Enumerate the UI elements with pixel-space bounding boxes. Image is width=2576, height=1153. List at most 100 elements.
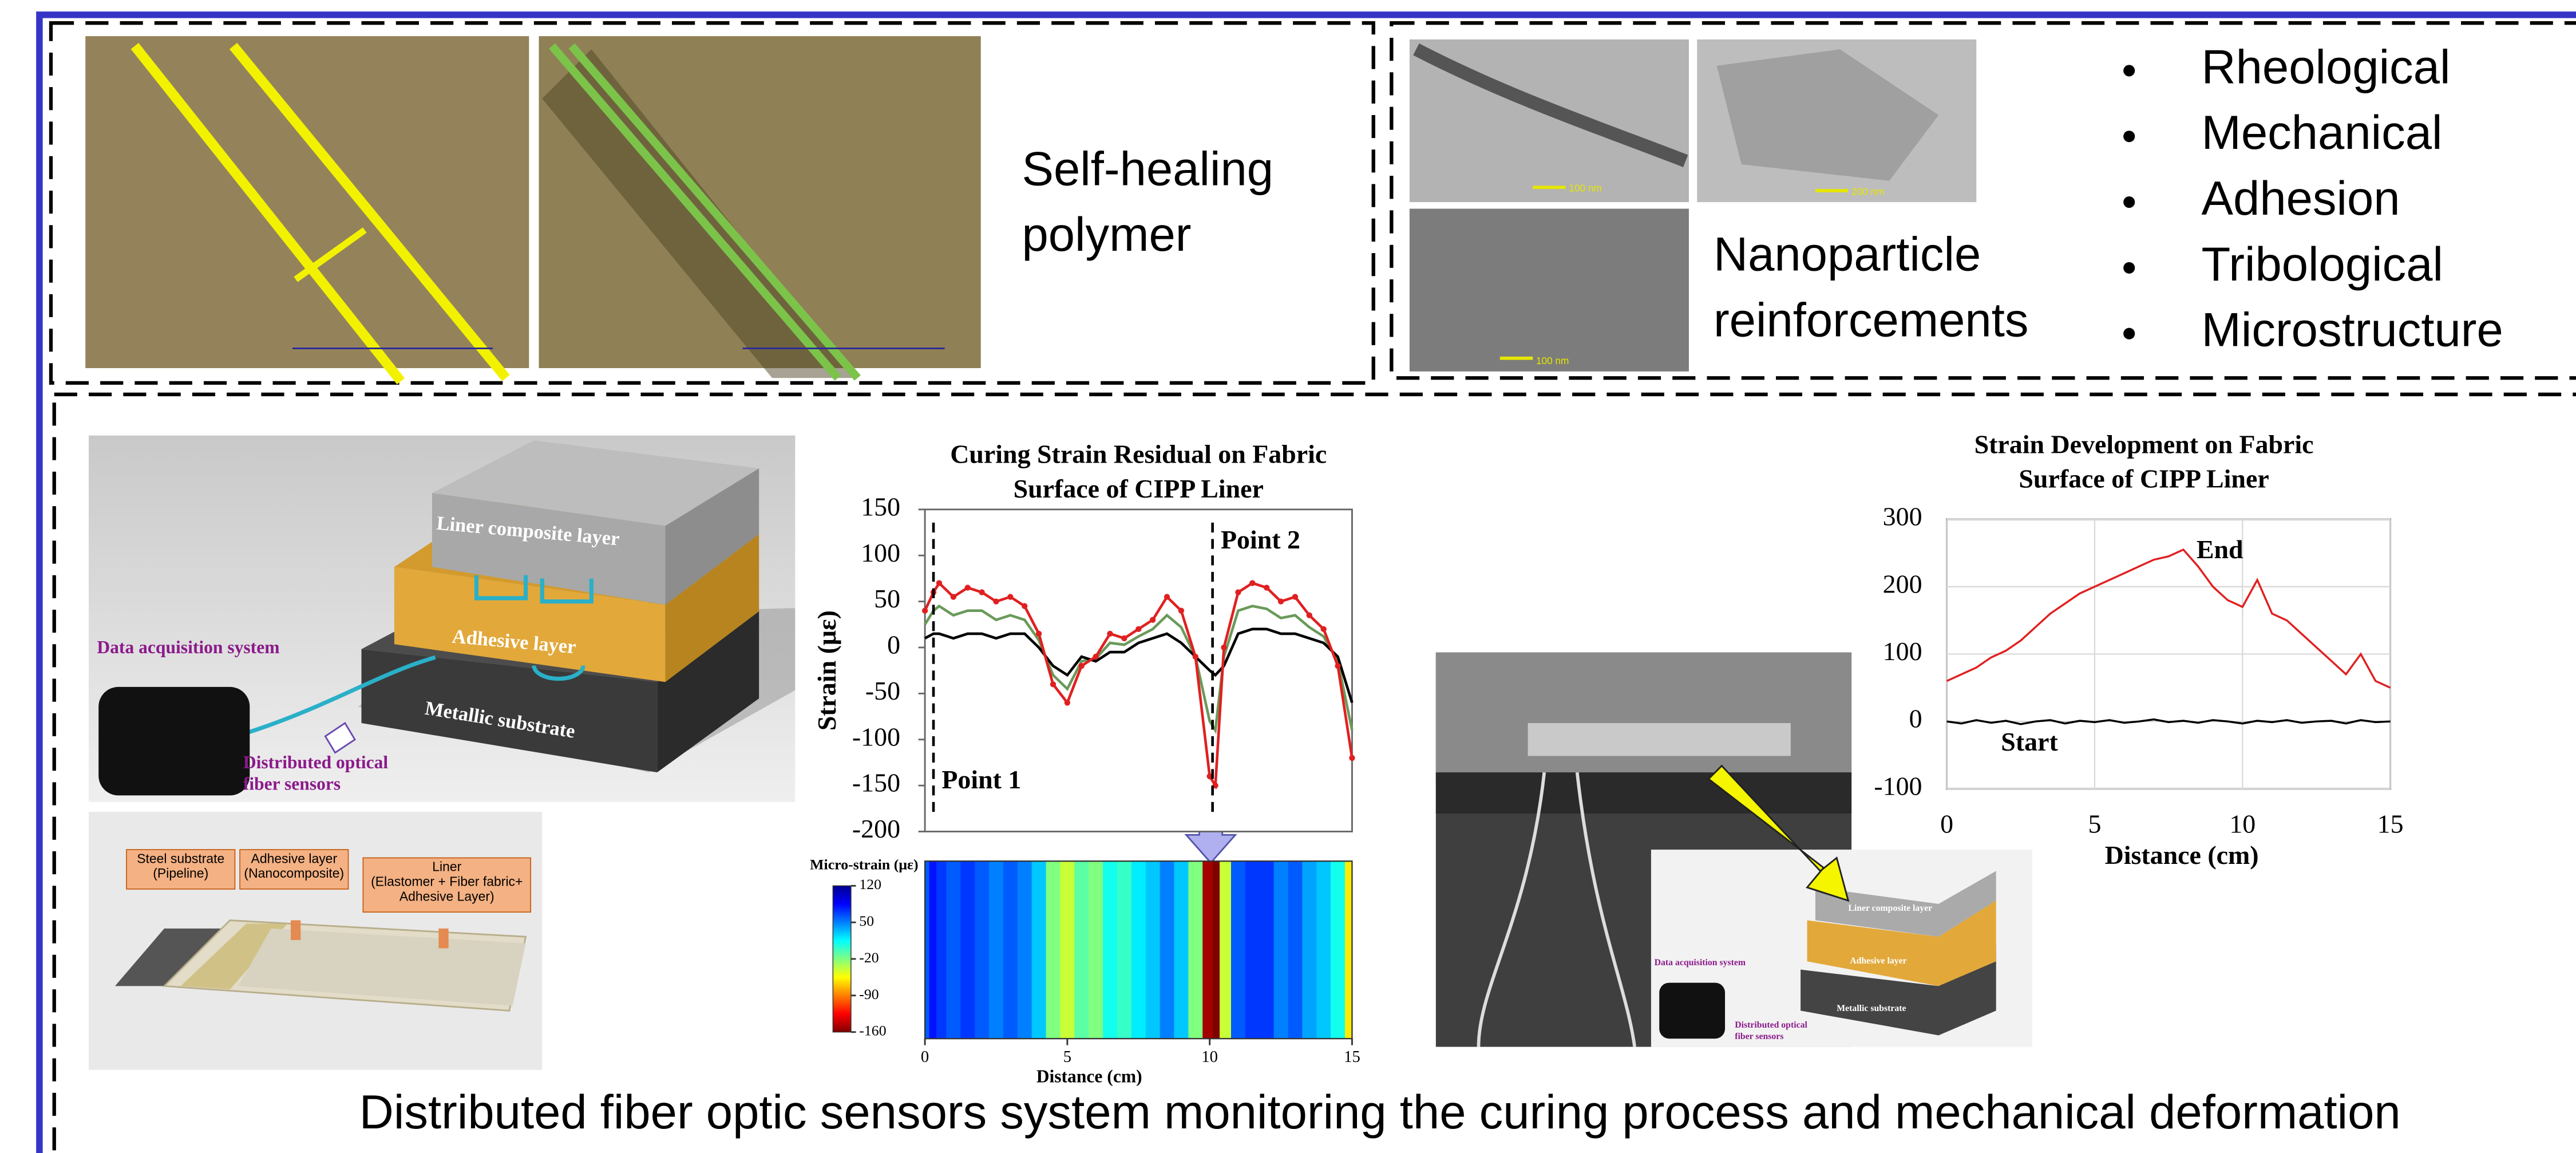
annotation: End xyxy=(2197,535,2243,564)
schematic-label: Distributed optical xyxy=(1735,1020,1807,1030)
schematic-label: Data acquisition system xyxy=(1655,958,1746,968)
chart-title: Surface of CIPP Liner xyxy=(2019,464,2269,493)
x-tick-label: 5 xyxy=(1063,1048,1071,1066)
heat-strip xyxy=(1302,861,1317,1039)
heat-strip xyxy=(925,861,929,1039)
chart-title: Strain Development on Fabric xyxy=(1974,429,2314,459)
colorbar-tick-label: -90 xyxy=(859,986,879,1002)
colorbar xyxy=(833,886,851,1032)
point xyxy=(1121,635,1127,641)
point xyxy=(965,585,971,590)
point xyxy=(1093,654,1098,660)
colorbar-tick-label: -20 xyxy=(859,949,879,966)
bullet xyxy=(2123,328,2135,339)
heat-strip xyxy=(1060,861,1075,1039)
point xyxy=(1150,617,1156,623)
heat-strip xyxy=(1074,861,1089,1039)
heat-strip xyxy=(929,861,937,1039)
point xyxy=(936,580,942,586)
colorbar-tick-label: 50 xyxy=(859,913,874,929)
photo-label: (Nanocomposite) xyxy=(244,866,344,880)
y-tick-label: 100 xyxy=(861,538,900,567)
x-tick-label: 15 xyxy=(1344,1048,1360,1066)
point xyxy=(922,608,928,614)
heat-strip xyxy=(1046,861,1061,1039)
point xyxy=(1321,626,1327,632)
heat-strip xyxy=(1032,861,1047,1039)
point xyxy=(1065,700,1070,705)
property: Tribological xyxy=(2202,238,2444,291)
point xyxy=(1292,594,1298,599)
property: Rheological xyxy=(2202,40,2451,93)
point xyxy=(1036,631,1042,637)
point xyxy=(1135,626,1141,632)
point xyxy=(1193,654,1198,660)
heat-strip xyxy=(1331,861,1346,1039)
heat-strip xyxy=(1213,861,1220,1039)
heat-strip xyxy=(1231,861,1246,1039)
heat-strip xyxy=(946,861,961,1039)
heat-strip xyxy=(1316,861,1331,1039)
y-tick-label: 0 xyxy=(1909,704,1922,733)
heat-strip xyxy=(975,861,990,1039)
point xyxy=(1164,594,1170,599)
bullet xyxy=(2123,262,2135,274)
photo-label: Steel substrate xyxy=(137,851,224,866)
point xyxy=(1235,589,1241,595)
photo-label: Adhesive layer xyxy=(251,851,338,866)
schematic-label: Distributed optical xyxy=(243,752,389,772)
bullet xyxy=(2123,131,2135,142)
scale-bar-label: 100 nm xyxy=(1536,355,1569,366)
y-tick-label: -100 xyxy=(1874,771,1922,800)
photo-label: (Pipeline) xyxy=(153,866,208,880)
property: Mechanical xyxy=(2202,106,2443,159)
photo-label: (Elastomer + Fiber fabric+ xyxy=(371,874,523,889)
panel-label: Self-healing xyxy=(1022,142,1273,195)
heat-strip xyxy=(989,861,1004,1039)
scale-bar-label: 100 nm xyxy=(1569,183,1601,194)
x-tick-label: 10 xyxy=(1201,1048,1218,1066)
annotation: Point 2 xyxy=(1221,525,1300,554)
annotation: Point 1 xyxy=(941,765,1021,794)
heat-strip xyxy=(1202,861,1213,1039)
bullet xyxy=(2123,196,2135,208)
y-tick-label: -100 xyxy=(852,722,900,751)
heat-strip xyxy=(1174,861,1189,1039)
property: Microstructure xyxy=(2202,303,2503,357)
schematic xyxy=(89,436,795,802)
colorbar-tick-label: -160 xyxy=(859,1022,886,1039)
heat-strip xyxy=(1160,861,1175,1039)
heat-strip xyxy=(936,861,947,1039)
heat-strip xyxy=(1274,861,1289,1039)
schematic-label: fiber sensors xyxy=(243,773,341,793)
chart-title: Curing Strain Residual on Fabric xyxy=(950,440,1327,469)
bullet xyxy=(2123,65,2135,76)
x-tick-label: 15 xyxy=(2377,809,2404,838)
point xyxy=(1221,645,1226,650)
point xyxy=(1249,580,1255,586)
point xyxy=(993,598,999,604)
point xyxy=(1278,598,1284,604)
heat-strip xyxy=(1245,861,1260,1039)
colorbar-label: Micro-strain (με) xyxy=(810,856,918,873)
colorbar-tick-label: 120 xyxy=(859,876,881,893)
point xyxy=(951,594,956,599)
schematic-label: Data acquisition system xyxy=(97,637,279,657)
heat-strip xyxy=(1003,861,1018,1039)
point xyxy=(1335,663,1340,669)
heat-strip xyxy=(960,861,975,1039)
y-tick-label: 150 xyxy=(861,492,900,521)
micrograph xyxy=(85,36,529,381)
scale-bar-label: 200 nm xyxy=(1851,185,1884,197)
y-tick-label: -200 xyxy=(852,814,900,843)
point xyxy=(1307,613,1312,618)
heat-strip xyxy=(1220,861,1232,1039)
layer-label: Metallic substrate xyxy=(1837,1004,1906,1013)
x-axis-label: Distance (cm) xyxy=(1036,1066,1142,1086)
point xyxy=(1007,594,1013,599)
heat-strip xyxy=(1188,861,1203,1039)
x-axis-label: Distance (cm) xyxy=(2105,840,2259,870)
panel-label: reinforcements xyxy=(1714,293,2028,346)
heat-strip xyxy=(1089,861,1103,1039)
y-axis-label: Strain (με) xyxy=(812,610,841,731)
